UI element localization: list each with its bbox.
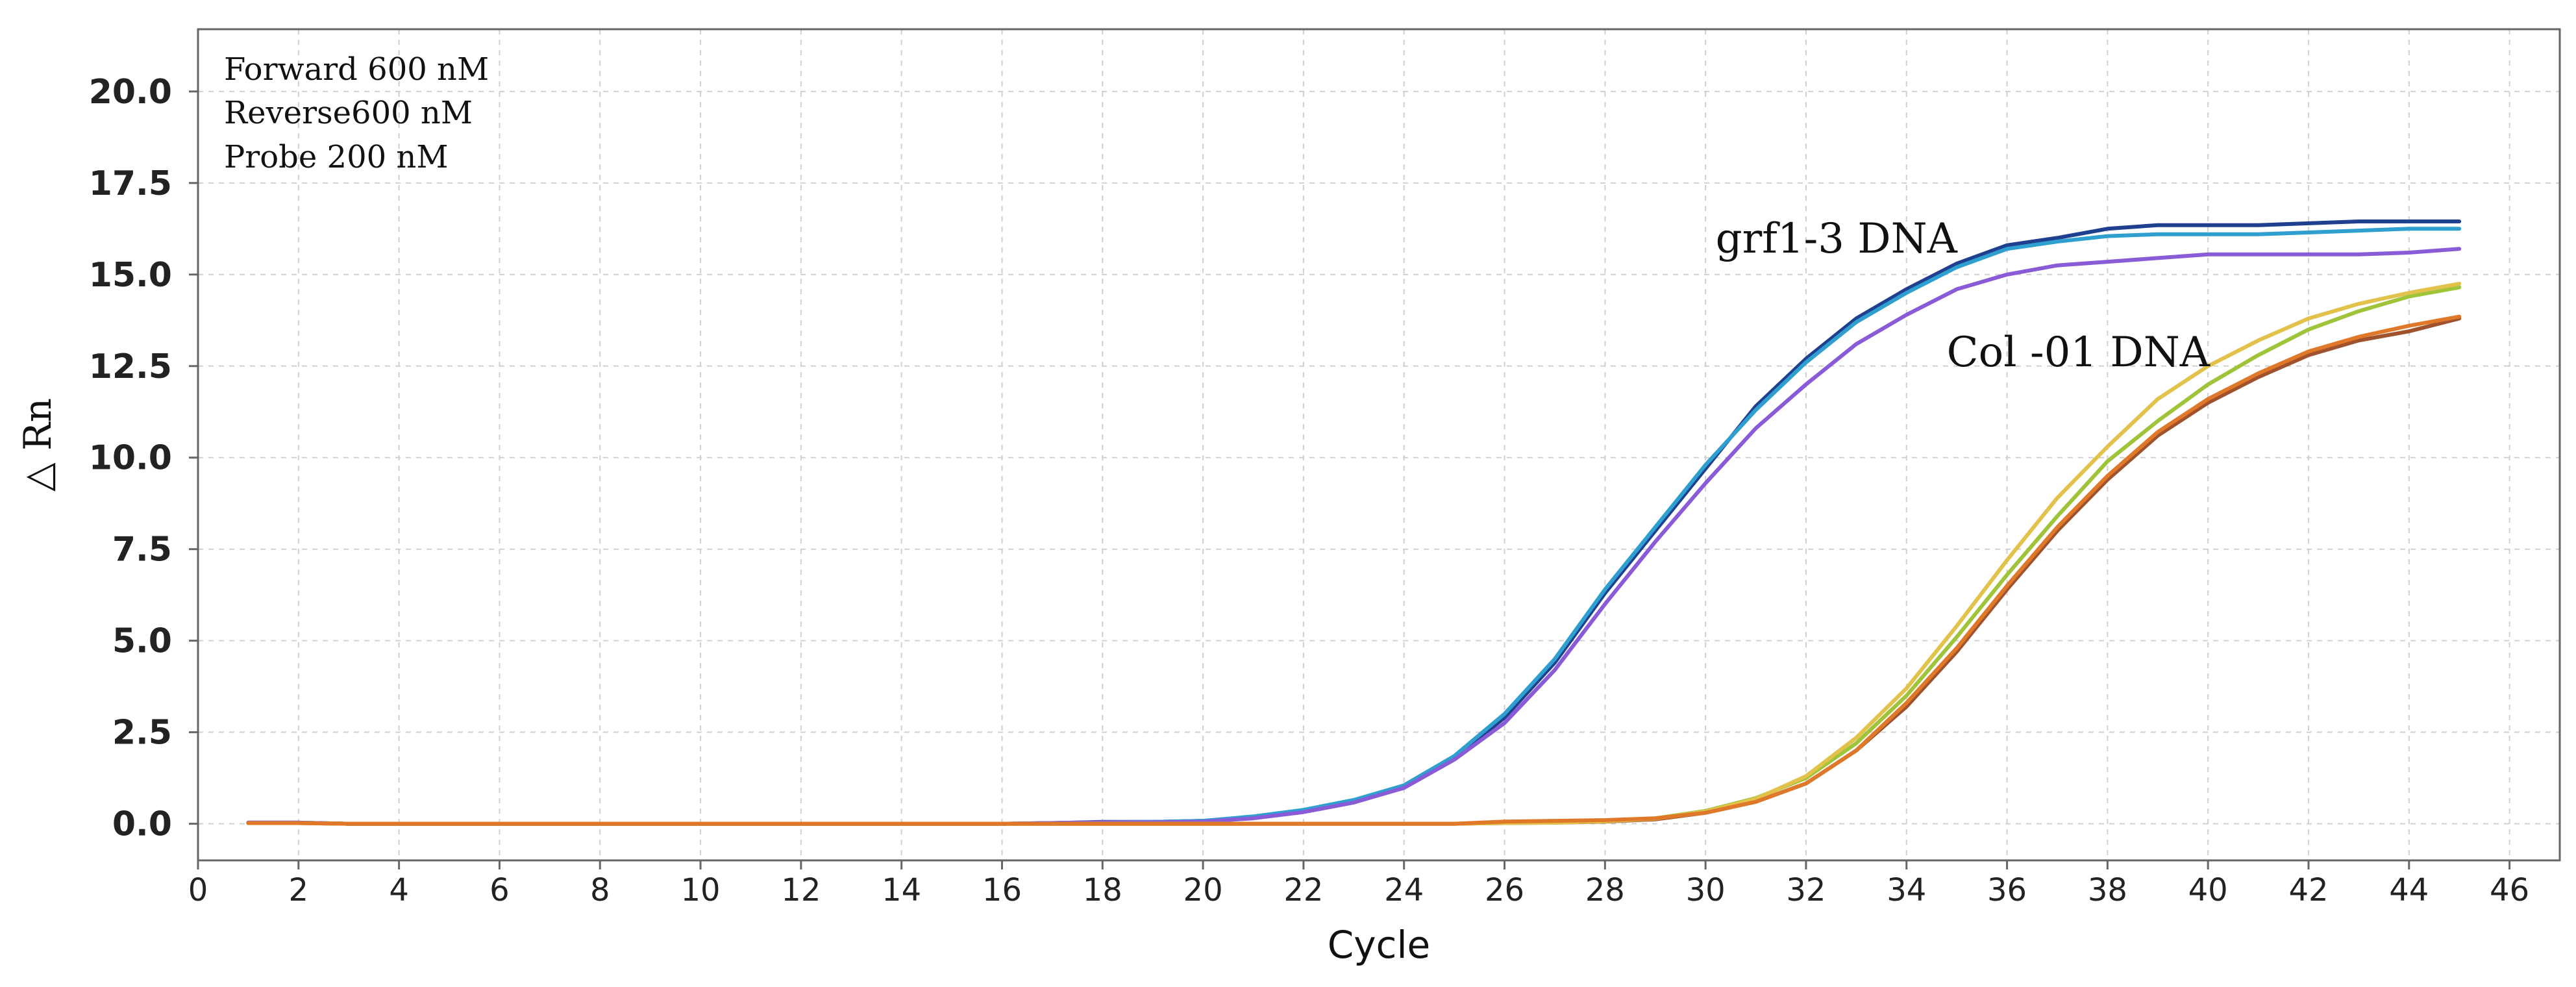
x-tick-label: 24 [1384, 872, 1424, 908]
y-tick-label: 17.5 [89, 164, 172, 203]
x-axis-title: Cycle [1328, 923, 1431, 967]
x-tick-label: 28 [1585, 872, 1625, 908]
y-tick-label: 10.0 [89, 439, 172, 478]
plot-frame [197, 28, 2561, 862]
y-axis-title: △ Rn [16, 398, 60, 492]
x-tick-label: 38 [2088, 872, 2127, 908]
y-axis: 0.0 2.5 5.0 7.5 10.0 12.5 15.0 17.5 20.0 [89, 73, 198, 844]
x-tick-label: 40 [2188, 872, 2228, 908]
x-tick-label: 30 [1686, 872, 1726, 908]
x-tick-label: 8 [590, 872, 610, 908]
y-tick-label: 5.0 [112, 622, 172, 661]
legend-entry-probe: Probe 200 nM [224, 139, 448, 175]
series-lines [246, 219, 2462, 826]
annotation-grf1-3: grf1-3 DNA [1716, 215, 1958, 263]
y-tick-label: 7.5 [112, 531, 172, 569]
x-tick-label: 2 [289, 872, 309, 908]
y-tick-label: 0.0 [112, 805, 172, 844]
legend-entry-forward: Forward 600 nM [224, 51, 489, 88]
x-tick-label: 6 [489, 872, 510, 908]
legend-entry-reverse: Reverse600 nM [224, 95, 473, 131]
x-tick-label: 46 [2490, 872, 2529, 908]
x-tick-label: 22 [1283, 872, 1323, 908]
legend: Forward 600 nM Reverse600 nM Probe 200 n… [224, 51, 489, 175]
x-tick-label: 16 [982, 872, 1022, 908]
x-tick-label: 44 [2389, 872, 2429, 908]
y-tick-label: 12.5 [89, 347, 172, 386]
x-tick-label: 10 [681, 872, 721, 908]
x-tick-label: 42 [2288, 872, 2328, 908]
x-tick-label: 26 [1485, 872, 1524, 908]
x-tick-label: 32 [1786, 872, 1826, 908]
x-tick-label: 34 [1887, 872, 1926, 908]
y-tick-label: 20.0 [89, 73, 172, 112]
series-line-7 [246, 314, 2462, 826]
x-tick-label: 0 [188, 872, 208, 908]
y-tick-label: 2.5 [112, 714, 172, 753]
x-tick-label: 18 [1083, 872, 1122, 908]
x-tick-label: 36 [1987, 872, 2027, 908]
grid [198, 29, 2560, 860]
x-tick-label: 12 [781, 872, 821, 908]
annotation-col-01: Col -01 DNA [1947, 329, 2211, 377]
x-tick-label: 20 [1183, 872, 1223, 908]
x-tick-label: 4 [389, 872, 409, 908]
x-tick-label: 14 [882, 872, 921, 908]
y-tick-label: 15.0 [89, 256, 172, 295]
x-axis: 0 2 4 6 8 10 12 14 16 18 20 22 24 26 28 30 32 34 36 38 40 42 4… [188, 860, 2529, 908]
